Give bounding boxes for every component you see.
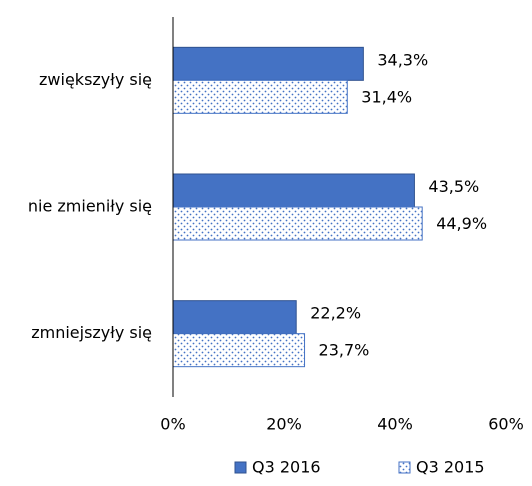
legend-marker <box>234 461 247 474</box>
y-tick-label: nie zmieniły się <box>28 197 152 216</box>
x-tick-label: 0% <box>160 415 185 434</box>
value-label: 34,3% <box>377 50 428 69</box>
value-label: 22,2% <box>310 304 361 323</box>
bar <box>172 173 415 208</box>
value-label: 23,7% <box>319 341 370 360</box>
bar <box>172 333 306 368</box>
bar <box>172 79 348 114</box>
bar <box>172 300 297 335</box>
value-label: 31,4% <box>361 87 412 106</box>
bar <box>172 46 364 81</box>
x-tick-label: 40% <box>377 415 413 434</box>
value-label: 43,5% <box>428 177 479 196</box>
y-tick-label: zmniejszyły się <box>31 323 152 342</box>
legend-marker <box>398 461 411 474</box>
value-label: 44,9% <box>436 214 487 233</box>
x-tick-label: 60% <box>488 415 524 434</box>
legend-label: Q3 2016 <box>252 458 321 477</box>
legend-label: Q3 2015 <box>416 458 485 477</box>
y-tick-label: zwiększyły się <box>39 70 152 89</box>
bar <box>172 206 423 241</box>
x-tick-label: 20% <box>266 415 302 434</box>
